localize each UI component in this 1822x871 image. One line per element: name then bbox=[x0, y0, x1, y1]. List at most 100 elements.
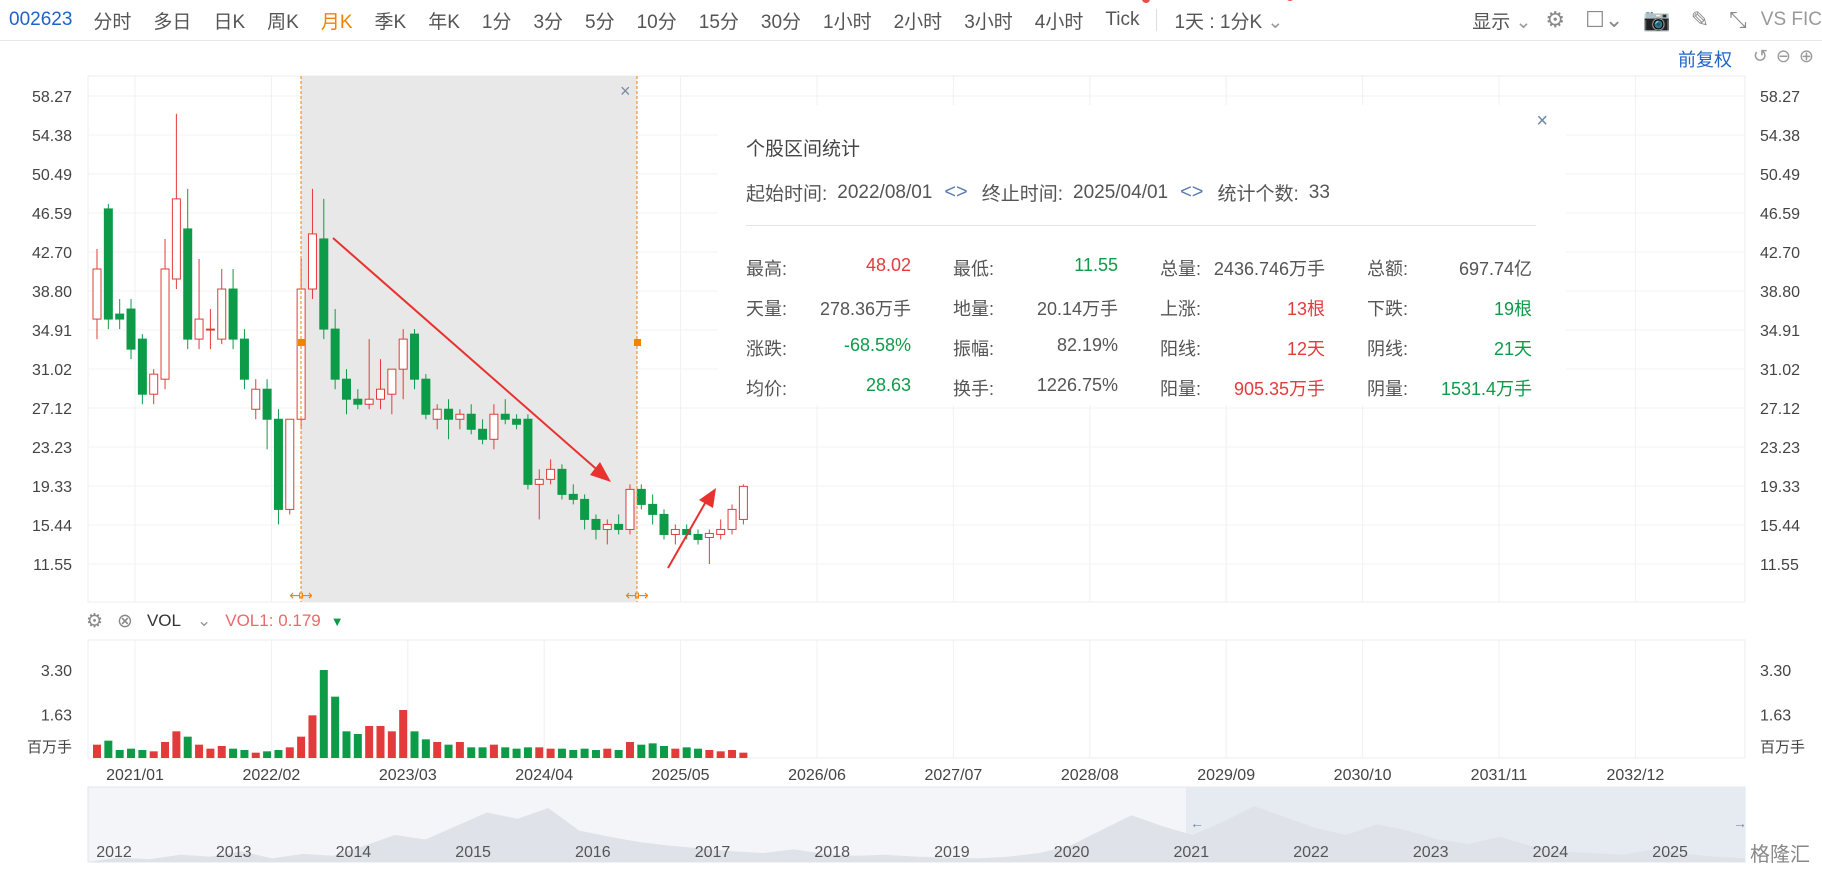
price-tick-right: 58.27 bbox=[1760, 89, 1800, 106]
candle-body bbox=[648, 503, 658, 515]
volume-bar bbox=[376, 726, 385, 758]
navigator-tick: 2024 bbox=[1533, 844, 1569, 861]
price-tick-left: 58.27 bbox=[32, 89, 72, 106]
stat-label: 最低: bbox=[953, 259, 995, 279]
stat-cell: 总量: 2436.746万手 bbox=[1160, 255, 1325, 281]
candle-body bbox=[727, 508, 737, 530]
start-label: 起始时间: bbox=[746, 184, 828, 205]
close-icon[interactable]: × bbox=[1536, 110, 1548, 132]
volume-bar bbox=[331, 696, 340, 758]
candle-body bbox=[444, 408, 454, 420]
date-tick: 2031/11 bbox=[1471, 767, 1528, 784]
volume-tick-left: 3.30 bbox=[41, 663, 72, 680]
tab-3min[interactable]: 3分 bbox=[533, 11, 564, 33]
tab-yearly-k[interactable]: 年K bbox=[428, 11, 460, 33]
zoom-controls[interactable]: ↺⊖⊕ bbox=[1752, 46, 1822, 66]
trend-arrow-up bbox=[667, 497, 709, 569]
tab-monthly-k[interactable]: 月K bbox=[320, 11, 353, 33]
stat-cell: 阳量: 905.35万手 bbox=[1160, 375, 1325, 401]
chevron-down-icon[interactable]: ⌄ bbox=[197, 611, 212, 630]
vs-compare-button[interactable]: VS FIC bbox=[1760, 9, 1822, 30]
selection-range[interactable] bbox=[301, 76, 637, 602]
start-value: 2022/08/01 bbox=[837, 181, 933, 203]
stat-cell: 天量: 278.36万手 bbox=[746, 295, 911, 321]
volume-bar bbox=[455, 742, 464, 758]
price-tick-left: 23.23 bbox=[32, 440, 72, 457]
fuquan-selector[interactable]: 前复权 bbox=[1678, 50, 1732, 70]
volume-bar bbox=[444, 744, 453, 758]
stock-code[interactable]: 002623 bbox=[9, 9, 73, 30]
candle-body bbox=[500, 413, 510, 420]
stat-label: 涨跌: bbox=[746, 339, 788, 359]
triangle-down-icon: ▼ bbox=[330, 613, 344, 629]
date-tick: 2025/05 bbox=[652, 767, 710, 784]
navigator-left-arrow-icon: ← bbox=[1190, 815, 1204, 831]
date-tick: 2023/03 bbox=[379, 767, 437, 784]
tab-weekly-k[interactable]: 周K bbox=[267, 11, 299, 33]
stat-label: 均价: bbox=[746, 379, 788, 399]
candle-body bbox=[557, 468, 567, 495]
tab-5min[interactable]: 5分 bbox=[585, 11, 615, 33]
period-select[interactable]: 1天 : 1分K ⌄ bbox=[1163, 0, 1295, 34]
tab-tick-label: Tick bbox=[1105, 9, 1140, 30]
price-tick-left: 15.44 bbox=[32, 518, 72, 535]
volume-bar bbox=[467, 747, 476, 758]
candle-body bbox=[738, 485, 748, 520]
gear-icon[interactable]: ⚙ bbox=[86, 610, 104, 632]
tab-2hour[interactable]: 2小时 bbox=[893, 11, 943, 33]
volume-tick-left: 1.63 bbox=[41, 708, 72, 725]
stat-cell: 最低: 11.55 bbox=[953, 255, 1118, 281]
camera-icon[interactable]: 📷 bbox=[1643, 7, 1671, 32]
candle-body bbox=[512, 418, 522, 425]
volume-bar bbox=[603, 748, 612, 758]
volume-bar bbox=[161, 742, 170, 758]
square-select-icon[interactable]: ☐⌄ bbox=[1585, 7, 1624, 32]
volume-bar bbox=[319, 670, 328, 758]
volume-bar bbox=[591, 750, 600, 758]
tab-15min[interactable]: 15分 bbox=[698, 11, 739, 33]
candle-body bbox=[376, 388, 385, 400]
volume-unit-left: 百万手 bbox=[27, 739, 72, 756]
price-tick-left: 42.70 bbox=[32, 245, 72, 262]
candle-body bbox=[478, 428, 488, 440]
adjust-start-icon[interactable]: <> bbox=[944, 181, 968, 203]
volume-bar bbox=[705, 750, 714, 758]
tab-1hour[interactable]: 1小时 bbox=[823, 11, 872, 33]
candle-body bbox=[387, 368, 397, 395]
tab-duori[interactable]: 多日 bbox=[153, 11, 192, 33]
stat-value: -68.58% bbox=[843, 335, 911, 355]
stat-value: 278.36万手 bbox=[819, 299, 911, 319]
indicator-name[interactable]: VOL bbox=[146, 611, 181, 630]
tab-3hour[interactable]: 3小时 bbox=[964, 11, 1013, 33]
display-menu[interactable]: 显示 ⌄ bbox=[1472, 7, 1531, 34]
stats-row: 最高: 48.02 最低: 11.55 总量: 2436.746万手 总额: 697.74亿 bbox=[746, 248, 1536, 288]
close-icon[interactable]: ⊗ bbox=[117, 610, 133, 632]
gear-icon[interactable]: ⚙ bbox=[1545, 7, 1566, 32]
tab-10min[interactable]: 10分 bbox=[636, 11, 677, 33]
tab-daily-k[interactable]: 日K bbox=[213, 11, 246, 33]
candle-body bbox=[614, 523, 624, 530]
panel-title: 个股区间统计 bbox=[746, 139, 861, 160]
stat-cell: 上涨: 13根 bbox=[1160, 295, 1325, 321]
tab-tick[interactable]: Tick bbox=[1094, 0, 1151, 31]
navigator-tick: 2015 bbox=[455, 844, 491, 861]
shrink-icon[interactable]: ⤡ bbox=[1729, 7, 1747, 32]
candle-body bbox=[421, 378, 431, 415]
tab-fenshi[interactable]: 分时 bbox=[93, 11, 132, 33]
tab-30min[interactable]: 30分 bbox=[760, 11, 802, 33]
count-label: 统计个数: bbox=[1217, 184, 1299, 205]
candle-body bbox=[183, 228, 193, 340]
selection-handle bbox=[298, 339, 305, 346]
stat-label: 阳量: bbox=[1160, 379, 1202, 399]
volume-bar bbox=[421, 739, 430, 758]
tab-quarterly-k[interactable]: 季K bbox=[374, 11, 407, 33]
new-dot-icon bbox=[1142, 0, 1151, 3]
volume-bar bbox=[263, 751, 272, 758]
tab-1min[interactable]: 1分 bbox=[481, 11, 512, 33]
pen-icon[interactable]: ✎ bbox=[1690, 7, 1710, 32]
candle-body bbox=[137, 338, 147, 395]
adjust-end-icon[interactable]: <> bbox=[1180, 181, 1204, 203]
tab-4hour[interactable]: 4小时 bbox=[1034, 11, 1084, 33]
vol1-label: VOL1: bbox=[225, 611, 274, 630]
